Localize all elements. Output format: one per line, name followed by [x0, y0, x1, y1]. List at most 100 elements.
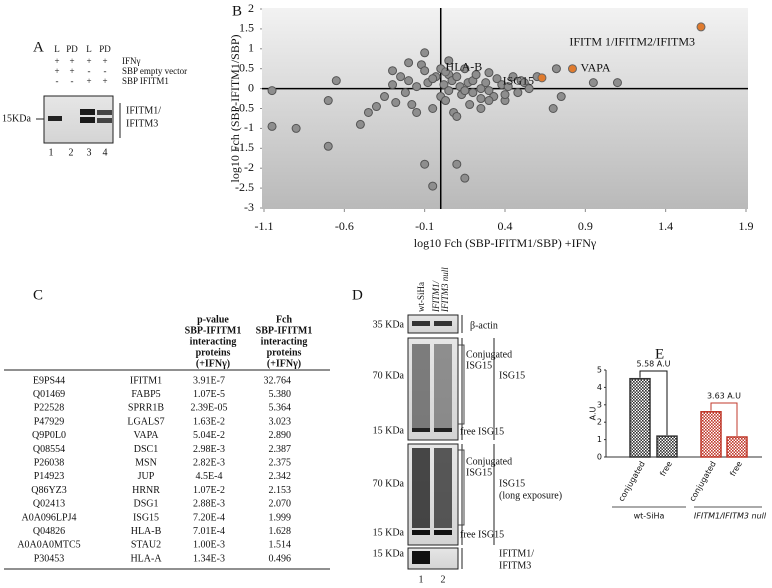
lane-header: PD [66, 44, 78, 54]
band-label: Conjugated [466, 349, 512, 360]
table-cell: P26038 [34, 457, 65, 468]
point [460, 64, 470, 74]
panel-label: D [352, 287, 363, 303]
annotation: 3.63 A.U [707, 392, 741, 401]
blot-band [80, 117, 95, 123]
table-cell: 1.00E-3 [193, 540, 225, 551]
point [452, 159, 462, 169]
bracket [710, 402, 738, 436]
point [471, 70, 481, 80]
point [371, 102, 381, 112]
x-tick-label: -0.1 [415, 219, 434, 233]
x-tick-label: 0.9 [578, 219, 593, 233]
point [380, 92, 389, 102]
blot-band [97, 118, 112, 123]
highlight-point [696, 22, 706, 32]
table-cell: ISG15 [133, 512, 159, 523]
point [396, 72, 406, 82]
band-label: free ISG15 [460, 529, 504, 540]
y-tick-label: -1 [244, 120, 254, 134]
point [404, 76, 414, 86]
table-cell: 1.07E-2 [193, 485, 225, 496]
size-marker: 15 KDa [373, 527, 405, 538]
panel-label: C [33, 287, 43, 303]
y-tick-label: 1 [248, 41, 254, 55]
table-cell: 2.387 [269, 444, 292, 455]
x-tick-label: 1.9 [739, 219, 754, 233]
table-cell: 4.5E-4 [196, 471, 223, 482]
table-cell: 1.628 [269, 526, 292, 537]
table-header: interacting [261, 336, 308, 347]
condition-label: SBP empty vector [122, 66, 187, 76]
band-label: IFITM3 [126, 118, 158, 129]
table-cell: Q04826 [33, 526, 65, 537]
point [363, 107, 373, 117]
table-cell: 7.20E-4 [193, 512, 225, 523]
table-cell: 2.39E-05 [191, 403, 228, 414]
y-tick-label: -1.5 [235, 140, 254, 154]
band-label: IFITM1/ [126, 105, 161, 116]
table-cell: P47929 [34, 416, 65, 427]
point [476, 94, 486, 104]
table-cell: 1.514 [269, 540, 292, 551]
size-marker: 15 KDa [373, 425, 405, 436]
table-cell: 1.34E-3 [193, 553, 225, 564]
lane-number: 1 [419, 574, 424, 585]
point [452, 111, 462, 121]
table-cell: MSN [135, 457, 157, 468]
point [465, 100, 475, 110]
table-header: (+IFNγ) [196, 358, 230, 369]
table-cell: 1.07E-5 [193, 389, 225, 400]
table-cell: 2.375 [269, 457, 292, 468]
lane-label: wt-SiHa [416, 282, 426, 312]
point [556, 92, 566, 102]
y-tick-label: -2 [244, 160, 254, 174]
section-label: ISG15 [499, 478, 525, 489]
point [388, 80, 398, 90]
section-label: β-actin [470, 320, 498, 331]
blot-d [407, 314, 495, 570]
section-label: (long exposure) [499, 490, 562, 501]
table-cell: Q08554 [33, 444, 65, 455]
point [484, 68, 494, 78]
table-cell: 2.82E-3 [193, 457, 225, 468]
x-tick-label: 1.4 [658, 219, 673, 233]
condition-sign: + [86, 56, 91, 66]
table-cell: DSC1 [134, 444, 158, 455]
table-header: proteins [196, 347, 231, 358]
y-tick-label: 1 [597, 435, 602, 444]
y-axis-title: log10 Fch (SBP-IFITM1/SBP) [228, 34, 242, 182]
x-tick-label: conjugated [617, 460, 647, 503]
condition-sign: + [69, 66, 74, 76]
table-cell: Q9P0L0 [32, 430, 66, 441]
table-cell: 5.380 [269, 389, 292, 400]
point [484, 86, 494, 96]
condition-sign: + [69, 56, 74, 66]
table-cell: 32.764 [264, 375, 292, 386]
blot-band [80, 109, 95, 115]
lane-label: IFITM3 null [440, 267, 450, 313]
table-cell: 7.01E-4 [193, 526, 225, 537]
point [400, 88, 410, 98]
table-cell: 2.88E-3 [193, 499, 225, 510]
table-header: Fch [276, 314, 293, 325]
highlight-point [441, 67, 451, 77]
point [460, 86, 470, 96]
panel-label: A [33, 39, 44, 55]
point [513, 88, 523, 98]
table-header: p-value [197, 314, 229, 325]
y-axis-title: A.U [589, 406, 598, 420]
table-cell: 1.63E-2 [193, 416, 225, 427]
condition-label: SBP IFITM1 [122, 76, 169, 86]
point [331, 76, 341, 86]
point-label: IFITM 1/IFITM2/IFITM3 [569, 35, 695, 49]
table-cell: 3.023 [269, 416, 292, 427]
condition-sign: - [56, 76, 59, 86]
condition-label: IFNγ [122, 56, 141, 66]
point [420, 66, 430, 76]
table-cell: P22528 [34, 403, 65, 414]
table-cell: FABP5 [131, 389, 160, 400]
point [412, 107, 422, 117]
table-cell: Q86YZ3 [31, 485, 67, 496]
table-cell: HLA-B [131, 526, 162, 537]
